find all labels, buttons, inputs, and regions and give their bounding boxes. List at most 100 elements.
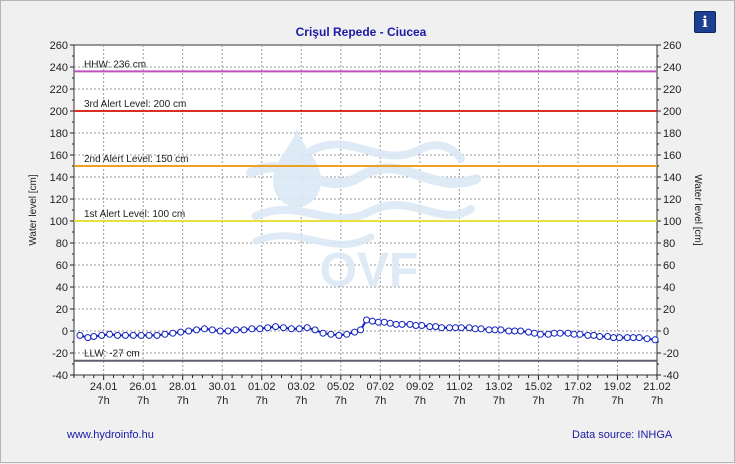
data-point [113,331,121,339]
x-tick-label: 11.02 [446,381,473,393]
data-point [511,327,519,335]
data-point [596,333,604,340]
x-tick-label: 05.02 [327,381,355,393]
y-tick-label: 160 [663,150,681,162]
x-tick-label: 15.02 [525,381,553,393]
y-tick-label: 20 [663,304,675,316]
data-point [295,325,303,333]
data-point [610,334,618,342]
x-tick-hour: 7h [137,395,149,407]
reference-label: LLW: -27 cm [84,349,140,360]
data-point [232,326,240,334]
x-tick-hour: 7h [453,395,465,407]
reference-label: 2nd Alert Level: 150 cm [84,154,189,165]
data-point [465,324,473,332]
y-tick-label: 260 [663,40,681,52]
data-point [651,336,659,344]
data-point [145,331,153,339]
reference-label: 3rd Alert Level: 200 cm [84,99,186,110]
data-point [643,335,651,343]
data-point [98,331,106,339]
data-point [216,327,224,335]
website-link[interactable]: www.hydroinfo.hu [67,429,154,441]
x-tick-hour: 7h [374,395,386,407]
x-tick-label: 17.02 [564,381,592,393]
y-tick-label: 200 [50,106,68,118]
y-axis-right: -40 -20 0 20 40 60 80 100 120 140 160 180 200 220 240 2… [657,40,681,382]
data-point [368,317,376,325]
info-button[interactable]: i [694,11,716,33]
data-point [426,323,434,331]
wave-icon [246,162,481,189]
y-tick-label: 220 [663,84,681,96]
x-tick-label: 07.02 [367,381,395,393]
data-point [530,329,538,337]
watermark-text: OVF [320,244,419,297]
y-axis-label-left: Water level [cm] [28,174,39,246]
y-tick-label: 240 [50,62,68,74]
data-point [412,322,420,329]
data-point [380,318,388,326]
wave-icon [307,140,465,163]
data-point [550,329,558,337]
x-tick-label: 24.01 [90,381,118,393]
x-tick-hour: 7h [572,395,584,407]
data-point [471,325,479,333]
watermark-logo: OVF [246,129,481,297]
data-point [311,326,319,334]
reference-label: HHW: 236 cm [84,59,146,70]
data-point [200,325,208,333]
data-point [161,330,169,338]
x-tick-hour: 7h [493,395,505,407]
data-point [432,323,440,331]
reference-label: 1st Alert Level: 100 cm [84,209,185,220]
reference-lines: HHW: 236 cm 3rd Alert Level: 200 cm 2nd Al… [74,59,657,362]
data-point [351,328,359,336]
y-tick-label: -40 [52,370,68,382]
data-point [279,324,287,332]
y-tick-label: 40 [56,282,68,294]
data-point [451,324,459,332]
y-tick-label: 100 [50,216,68,228]
data-point [623,334,631,342]
x-tick-label: 03.02 [288,381,316,393]
y-tick-label: 60 [56,260,68,272]
data-point [121,331,129,339]
data-point [374,318,382,326]
data-point [386,319,394,327]
x-tick-hour: 7h [295,395,307,407]
x-tick-hour: 7h [216,395,228,407]
y-tick-label: 180 [50,128,68,140]
data-point [635,334,643,342]
y-tick-label: 40 [663,282,675,294]
data-point [129,331,137,339]
x-tick-hour: 7h [256,395,268,407]
y-tick-label: 200 [663,106,681,118]
y-tick-label: 0 [663,326,669,338]
data-point [272,323,280,331]
data-point [76,331,84,339]
data-point [584,331,592,339]
data-series [76,316,659,344]
data-point [615,334,623,342]
data-point [497,326,505,334]
y-tick-label: 240 [663,62,681,74]
data-point [536,330,544,338]
data-point [564,329,572,337]
data-point [629,334,637,342]
y-tick-label: 80 [663,238,675,250]
x-tick-label: 21.02 [643,381,671,393]
data-source: Data source: INHGA [572,429,673,441]
data-point [264,324,272,332]
data-point [544,330,552,338]
data-point [418,322,426,329]
data-point [590,331,598,339]
y-tick-label: 0 [62,326,68,338]
x-tick-label: 30.01 [208,381,236,393]
data-point [185,327,193,335]
y-tick-label: 120 [663,194,681,206]
x-tick-hour: 7h [532,395,544,407]
y-tick-label: 140 [663,172,681,184]
